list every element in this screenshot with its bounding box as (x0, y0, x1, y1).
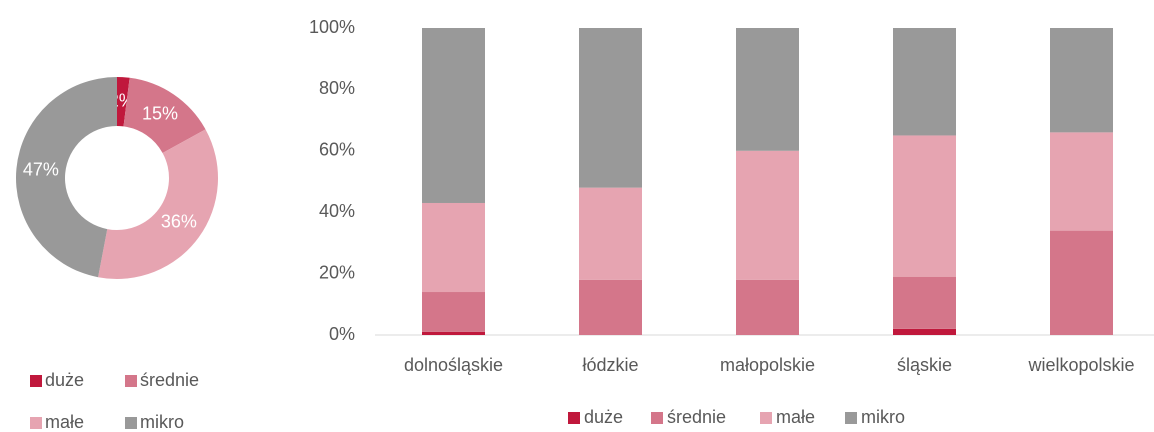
bar-segment (736, 150, 799, 280)
x-tick-label: wielkopolskie (1027, 355, 1134, 375)
x-tick-label: łódzkie (582, 355, 638, 375)
donut-slice (16, 77, 118, 278)
x-tick-label: dolnośląskie (404, 355, 503, 375)
legend-label: duże (584, 407, 623, 427)
legend-label: średnie (140, 370, 199, 390)
data-label: 15% (142, 103, 178, 123)
bar-segment (579, 187, 642, 280)
donut-slice (98, 129, 218, 279)
bar-segment (1050, 230, 1113, 335)
bar-segment (736, 279, 799, 335)
bar-segment (579, 28, 642, 188)
bar-segment (1050, 28, 1113, 133)
legend-swatch (125, 417, 137, 429)
x-tick-label: śląskie (897, 355, 952, 375)
x-tick-label: małopolskie (720, 355, 815, 375)
donut-slice (117, 77, 130, 127)
bar-segment (1050, 132, 1113, 231)
legend-swatch (125, 375, 137, 387)
data-label: 36% (161, 212, 197, 232)
y-tick-label: 40% (319, 201, 355, 221)
legend-label: mikro (140, 412, 184, 432)
legend-swatch (760, 412, 772, 424)
data-label: 47% (23, 160, 59, 180)
legend-label: duże (45, 370, 84, 390)
legend-label: małe (45, 412, 84, 432)
bar-segment (422, 202, 485, 293)
bar-segment (579, 279, 642, 335)
bar-segment (893, 328, 956, 335)
bar-segment (893, 135, 956, 277)
legend-swatch (568, 412, 580, 424)
bar-segment (893, 28, 956, 136)
legend-swatch (845, 412, 857, 424)
bar-segment (736, 28, 799, 151)
y-tick-label: 20% (319, 262, 355, 282)
bar-segment (422, 331, 485, 335)
legend-swatch (30, 417, 42, 429)
bar-segment (422, 28, 485, 203)
donut-slice (123, 77, 206, 153)
y-tick-label: 60% (319, 140, 355, 160)
y-tick-label: 0% (329, 324, 355, 344)
legend-swatch (30, 375, 42, 387)
legend-label: małe (776, 407, 815, 427)
y-tick-label: 100% (309, 17, 355, 37)
y-tick-label: 80% (319, 78, 355, 98)
bar-segment (893, 276, 956, 329)
legend-swatch (651, 412, 663, 424)
legend-label: średnie (667, 407, 726, 427)
bar-segment (422, 292, 485, 332)
legend-label: mikro (861, 407, 905, 427)
